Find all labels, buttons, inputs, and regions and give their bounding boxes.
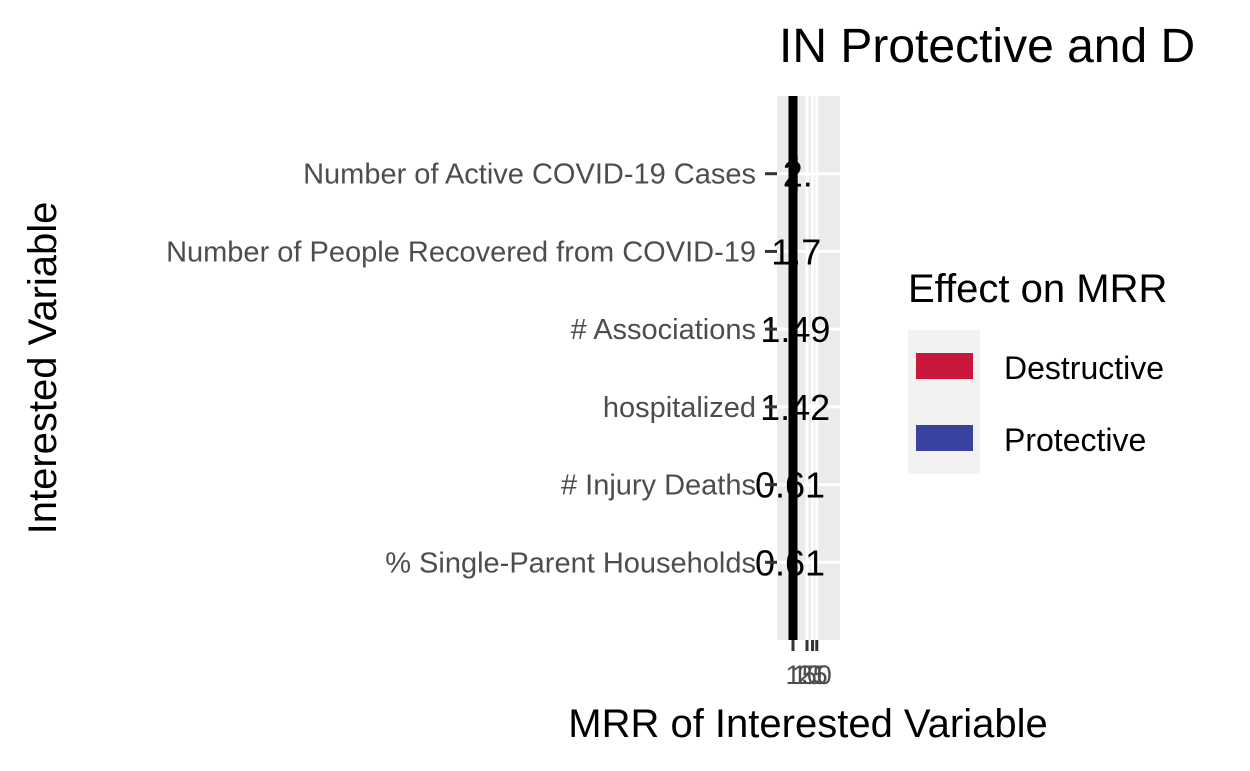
data-label: 2. [783, 154, 813, 195]
legend-label-protective: Protective [1004, 422, 1146, 458]
data-label: 1.7 [771, 231, 821, 272]
y-tick-label: # Associations [571, 314, 756, 346]
legend-swatch-protective [916, 425, 973, 451]
y-axis-title: Interested Variable [21, 202, 65, 535]
y-axis: Number of Active COVID-19 Cases Number of… [166, 159, 777, 579]
legend-swatch-destructive [916, 353, 973, 379]
y-tick-label: hospitalized [603, 392, 756, 424]
x-tick-label: 1 [785, 660, 800, 690]
x-tick-label: 25 [798, 660, 828, 690]
chart-title: IN Protective and D [779, 20, 1195, 73]
data-label-layer: 2.1.71.491.420.610.61 [755, 154, 831, 584]
legend: Effect on MRR Destructive Protective [908, 267, 1167, 474]
y-tick-label: % Single-Parent Households [385, 547, 756, 579]
legend-title: Effect on MRR [908, 267, 1167, 311]
y-tick-label: Number of People Recovered from COVID-19 [166, 236, 756, 268]
x-axis-title: MRR of Interested Variable [568, 702, 1047, 746]
y-tick-label: # Injury Deaths [561, 470, 756, 502]
x-tick-label: 50 [802, 660, 832, 690]
x-tick-label: 10 [792, 660, 822, 690]
legend-label-destructive: Destructive [1004, 350, 1164, 386]
legend-key-panel [908, 330, 980, 474]
y-tick-label: Number of Active COVID-19 Cases [303, 159, 756, 191]
